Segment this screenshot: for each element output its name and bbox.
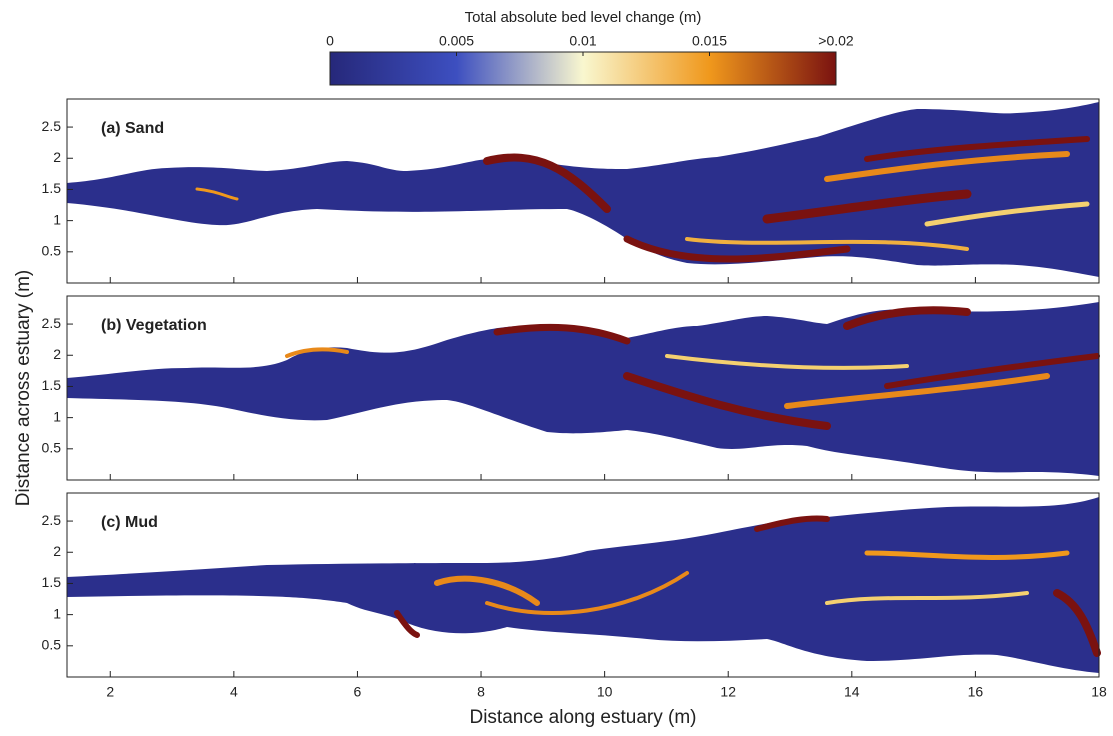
colorbar-title: Total absolute bed level change (m) [465, 9, 702, 26]
y-tick-label: 1.5 [42, 377, 62, 393]
panel-title: (a) Sand [101, 120, 164, 137]
x-tick-label: 2 [106, 684, 114, 700]
y-tick-label: 2 [53, 149, 61, 165]
x-tick-label: 16 [968, 684, 984, 700]
y-tick-label: 2.5 [42, 118, 62, 134]
colorbar-tick-label: >0.02 [818, 33, 854, 49]
field-mud [67, 497, 1101, 673]
panel-title: (b) Vegetation [101, 317, 207, 334]
y-tick-label: 0.5 [42, 637, 62, 653]
colorbar-tick-label: 0.005 [439, 33, 474, 49]
x-tick-label: 14 [844, 684, 860, 700]
y-tick-label: 1 [53, 408, 61, 424]
x-tick-label: 10 [597, 684, 613, 700]
y-axis-label: Distance across estuary (m) [13, 270, 34, 507]
colorbar-tick-label: 0.01 [569, 33, 596, 49]
axes-box [66, 98, 1100, 284]
field-vegetation [67, 302, 1100, 476]
x-tick-label: 12 [720, 684, 736, 700]
field-sand [67, 102, 1099, 277]
y-tick-label: 1.5 [42, 574, 62, 590]
y-tick-label: 0.5 [42, 243, 62, 259]
y-tick-label: 1 [53, 605, 61, 621]
axes-box [66, 492, 1100, 678]
y-tick-label: 1 [53, 211, 61, 227]
y-tick-label: 2 [53, 346, 61, 362]
colorbar-tick-label: 0 [326, 33, 334, 49]
y-tick-label: 0.5 [42, 440, 62, 456]
panel-title: (c) Mud [101, 514, 158, 531]
y-tick-label: 2.5 [42, 512, 62, 528]
x-tick-label: 8 [477, 684, 485, 700]
x-tick-label: 4 [230, 684, 238, 700]
x-tick-label: 6 [354, 684, 362, 700]
x-axis-label: Distance along estuary (m) [469, 707, 696, 728]
y-tick-label: 2 [53, 543, 61, 559]
x-tick-label: 18 [1091, 684, 1107, 700]
y-tick-label: 2.5 [42, 315, 62, 331]
colorbar-tick-label: 0.015 [692, 33, 727, 49]
colorbar [329, 51, 837, 86]
axes-box [66, 295, 1100, 481]
y-tick-label: 1.5 [42, 180, 62, 196]
